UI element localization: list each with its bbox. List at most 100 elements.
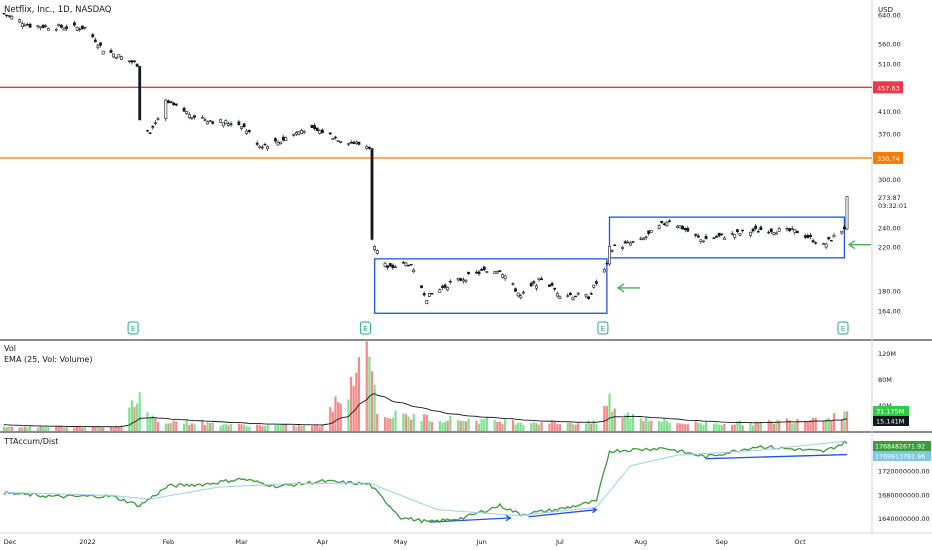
candle[interactable]: [99, 42, 102, 48]
volume-bar[interactable]: [723, 423, 726, 431]
volume-bar[interactable]: [611, 411, 614, 431]
candle[interactable]: [613, 244, 617, 247]
candle[interactable]: [827, 236, 831, 241]
candle[interactable]: [101, 50, 105, 55]
volume-bar[interactable]: [8, 426, 11, 431]
volume-bar[interactable]: [845, 411, 849, 431]
volume-bar[interactable]: [355, 372, 358, 431]
candle[interactable]: [842, 224, 846, 231]
candle[interactable]: [174, 103, 178, 107]
candle[interactable]: [662, 222, 666, 226]
volume-bar[interactable]: [811, 417, 815, 431]
volume-pane[interactable]: [2, 341, 849, 431]
candle[interactable]: [626, 240, 630, 244]
volume-bar[interactable]: [475, 420, 478, 431]
volume-bar[interactable]: [227, 425, 230, 431]
indicator-pane[interactable]: [3, 440, 848, 524]
volume-bar[interactable]: [75, 426, 79, 431]
candle[interactable]: [276, 139, 280, 146]
volume-bar[interactable]: [587, 420, 590, 431]
candle[interactable]: [114, 56, 118, 60]
volume-bar[interactable]: [626, 412, 629, 431]
volume-bar[interactable]: [10, 426, 13, 431]
candle[interactable]: [57, 23, 61, 27]
volume-bar[interactable]: [574, 424, 577, 431]
candle[interactable]: [260, 145, 264, 150]
candle[interactable]: [477, 269, 481, 277]
volume-bar[interactable]: [757, 422, 760, 431]
candle[interactable]: [535, 283, 538, 291]
candle[interactable]: [328, 132, 332, 135]
candle[interactable]: [331, 137, 335, 141]
volume-bar[interactable]: [365, 341, 368, 431]
volume-bar[interactable]: [120, 425, 123, 431]
volume-bar[interactable]: [133, 406, 136, 431]
volume-bar[interactable]: [428, 420, 431, 431]
candle[interactable]: [574, 295, 577, 298]
candle[interactable]: [441, 284, 444, 291]
volume-bar[interactable]: [410, 419, 413, 431]
volume-bar[interactable]: [245, 426, 248, 431]
volume-bar[interactable]: [483, 419, 486, 431]
volume-bar[interactable]: [550, 420, 554, 431]
candle[interactable]: [420, 285, 423, 289]
accum-dist-line[interactable]: [3, 440, 848, 524]
candle[interactable]: [550, 281, 554, 287]
volume-bar[interactable]: [449, 415, 452, 431]
volume-bar[interactable]: [394, 410, 397, 431]
candle[interactable]: [422, 291, 426, 297]
candle[interactable]: [284, 136, 288, 142]
candle[interactable]: [153, 120, 157, 126]
candle[interactable]: [503, 274, 507, 281]
volume-bar[interactable]: [663, 418, 666, 431]
candle[interactable]: [519, 293, 523, 300]
candle[interactable]: [109, 48, 113, 53]
volume-bar[interactable]: [404, 414, 408, 431]
candle[interactable]: [5, 14, 9, 18]
candle[interactable]: [722, 236, 726, 240]
trendline[interactable]: [706, 453, 848, 460]
candle[interactable]: [349, 139, 353, 145]
candle[interactable]: [93, 37, 97, 43]
volume-bar[interactable]: [2, 426, 6, 431]
candle[interactable]: [200, 115, 204, 119]
volume-bar[interactable]: [402, 413, 405, 431]
candle[interactable]: [587, 296, 591, 300]
volume-bar[interactable]: [83, 427, 87, 431]
candle[interactable]: [660, 220, 664, 224]
volume-bar[interactable]: [57, 426, 60, 431]
volume-bar[interactable]: [592, 420, 595, 431]
volume-bar[interactable]: [796, 419, 799, 431]
volume-bar[interactable]: [595, 423, 598, 431]
candle[interactable]: [133, 60, 136, 63]
volume-bar[interactable]: [219, 425, 222, 431]
volume-bar[interactable]: [73, 427, 76, 431]
volume-bar[interactable]: [206, 422, 209, 431]
candle[interactable]: [448, 279, 452, 285]
volume-bar[interactable]: [331, 411, 334, 431]
volume-bar[interactable]: [425, 414, 428, 431]
candle[interactable]: [65, 24, 69, 31]
volume-bar[interactable]: [263, 426, 267, 431]
candle[interactable]: [120, 55, 123, 60]
candle[interactable]: [621, 245, 624, 251]
volume-bar[interactable]: [407, 416, 410, 431]
volume-bar[interactable]: [47, 427, 50, 431]
volume-bar[interactable]: [383, 417, 387, 431]
volume-bar[interactable]: [629, 418, 632, 431]
candle[interactable]: [803, 233, 807, 240]
candle[interactable]: [772, 232, 776, 236]
candle[interactable]: [759, 225, 763, 231]
volume-bar[interactable]: [605, 406, 608, 431]
candle[interactable]: [602, 267, 606, 273]
candle[interactable]: [832, 232, 836, 238]
candle[interactable]: [566, 293, 570, 298]
volume-bar[interactable]: [754, 421, 757, 431]
candle[interactable]: [558, 295, 562, 299]
candle[interactable]: [446, 286, 450, 292]
volume-bar[interactable]: [553, 421, 556, 431]
volume-bar[interactable]: [519, 422, 522, 431]
candle[interactable]: [571, 296, 575, 301]
volume-bar[interactable]: [62, 427, 66, 431]
candle[interactable]: [117, 54, 121, 58]
